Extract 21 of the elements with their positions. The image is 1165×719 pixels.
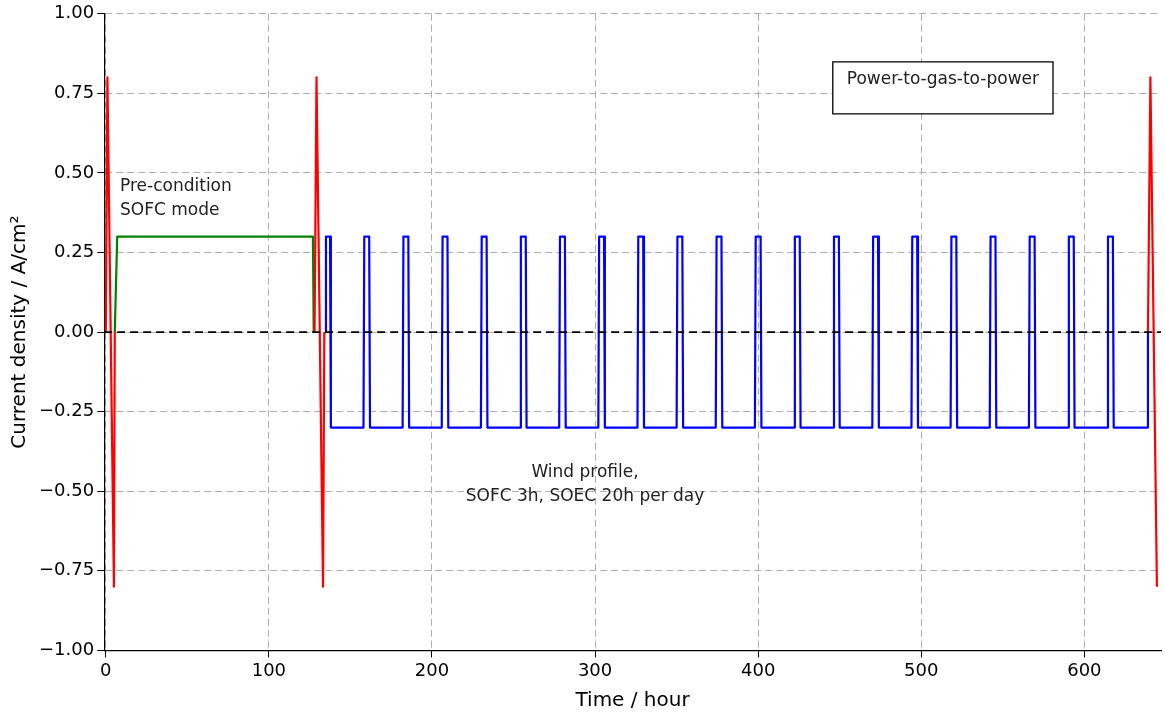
annotation: Power-to-gas-to-power [846,67,1040,88]
x-tick-label: 600 [1067,658,1102,680]
x-tick-label: 500 [904,658,939,680]
y-tick-label: 0.00 [54,319,95,341]
y-tick-label: 0.75 [54,81,95,103]
y-tick-label: 0.25 [54,240,95,262]
y-tick-label: −1.00 [38,638,95,660]
x-axis-title: Time / hour [574,687,691,712]
y-tick-label: −0.50 [38,478,95,500]
x-tick-label: 100 [251,658,287,680]
x-tick-label: 400 [740,658,776,680]
y-tick-label: −0.25 [38,399,95,421]
y-tick-label: 0.50 [54,160,95,182]
y-tick-label: 1.00 [54,1,95,23]
x-tick-label: 0 [100,658,112,680]
x-tick-label: 200 [414,658,450,680]
annotation: Wind profile, SOFC 3h, SOEC 20h per day [465,461,705,506]
annotation: Pre-condition SOFC mode [120,174,232,219]
y-tick-label: −0.75 [38,558,95,580]
x-tick-label: 300 [577,658,613,680]
y-axis-title: Current density / A/cm² [6,215,31,449]
